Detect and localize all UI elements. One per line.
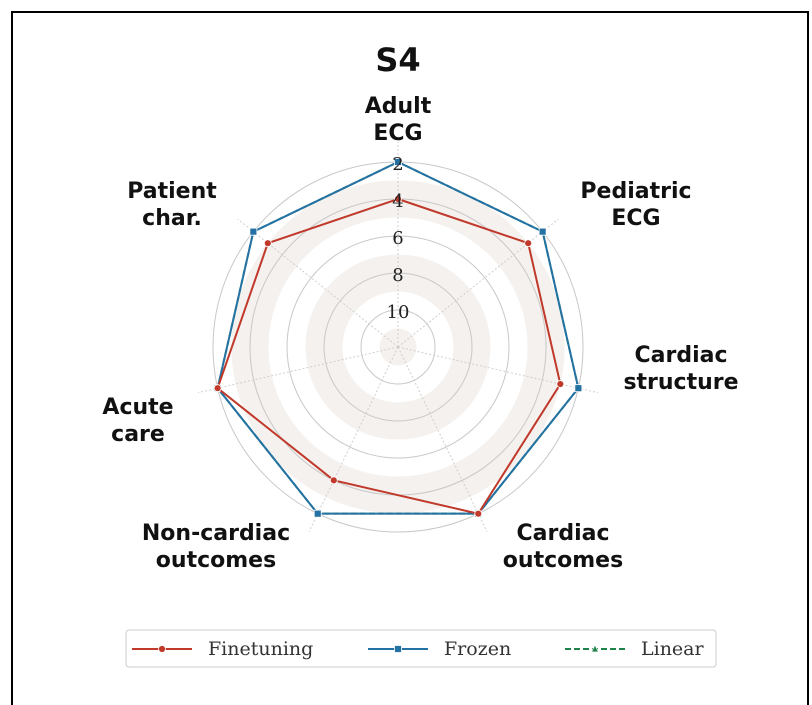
legend-marker xyxy=(590,644,600,653)
r-tick-label: 6 xyxy=(392,228,403,249)
axis-label: Pediatric ECG xyxy=(580,179,692,231)
frame xyxy=(11,11,809,705)
data-point xyxy=(213,384,222,393)
legend-marker xyxy=(394,645,402,653)
series-line xyxy=(216,160,580,515)
axis-label: Cardiac outcomes xyxy=(502,521,624,573)
data-point xyxy=(394,195,402,203)
axis-label: Adult ECG xyxy=(364,94,432,146)
axis-label: Non-cardiac outcomes xyxy=(141,521,291,573)
data-point xyxy=(474,509,483,518)
legend-label: Finetuning xyxy=(208,638,313,660)
legend-label: Frozen xyxy=(444,638,511,660)
axis-label: Patient char. xyxy=(127,179,217,231)
data-point xyxy=(394,158,402,166)
legend-marker xyxy=(158,645,166,653)
data-point xyxy=(263,239,272,248)
r-tick-label: 8 xyxy=(392,265,403,286)
data-point xyxy=(313,509,322,518)
chart-title: S4 xyxy=(375,41,420,79)
r-tick-label: 2 xyxy=(392,154,403,175)
legend-label: Linear xyxy=(641,638,705,660)
axis-label: Acute care xyxy=(102,395,174,447)
data-point xyxy=(556,380,565,388)
series-line xyxy=(216,197,562,515)
r-tick-label: 4 xyxy=(392,191,403,212)
axis-label: Cardiac structure xyxy=(623,343,739,395)
data-point xyxy=(574,384,583,393)
data-point xyxy=(538,227,547,236)
grid-ring xyxy=(286,235,510,459)
data-point xyxy=(524,239,533,248)
data-point xyxy=(249,227,258,236)
data-point xyxy=(329,476,338,485)
r-tick-label: 10 xyxy=(387,302,410,323)
